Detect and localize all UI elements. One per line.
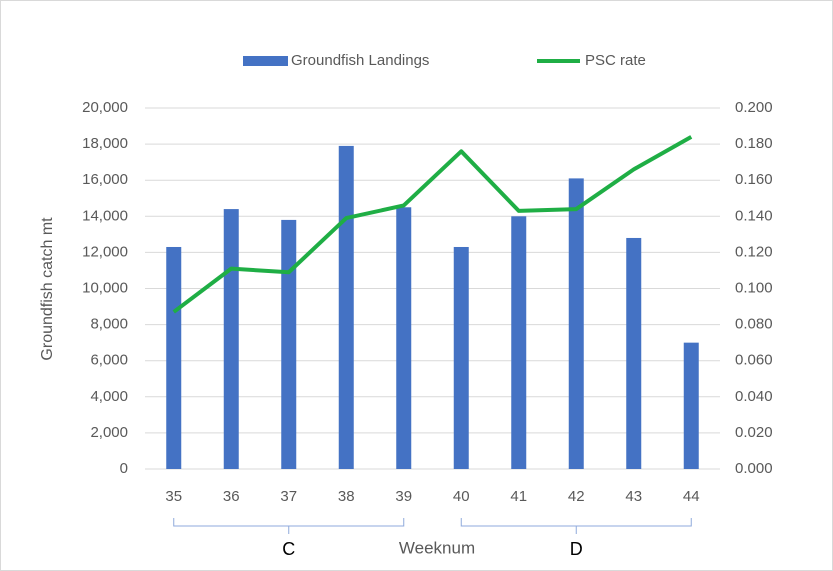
legend-swatch [243, 56, 288, 66]
y-tick-label: 8,000 [90, 316, 128, 333]
y-tick-label: 6,000 [90, 352, 128, 369]
y-tick-label: 4,000 [90, 388, 128, 405]
legend-label: PSC rate [585, 52, 646, 69]
y2-tick-label: 0.000 [735, 460, 773, 477]
y2-tick-label: 0.060 [735, 352, 773, 369]
x-tick-label: 36 [223, 488, 240, 505]
y2-tick-label: 0.080 [735, 316, 773, 333]
y2-tick-label: 0.040 [735, 388, 773, 405]
line [172, 135, 693, 314]
y-tick-label: 16,000 [82, 171, 128, 188]
bar [626, 237, 642, 469]
y2-tick-label: 0.020 [735, 424, 773, 441]
group-bracket [460, 518, 692, 534]
x-tick-label: 42 [568, 488, 585, 505]
bar [568, 178, 584, 469]
group-label: C [282, 539, 295, 559]
x-tick-label: 40 [453, 488, 470, 505]
x-tick-label: 43 [625, 488, 642, 505]
y2-tick-label: 0.140 [735, 207, 773, 224]
x-tick-label: 35 [165, 488, 182, 505]
bar [281, 219, 297, 469]
bar [683, 342, 699, 469]
y-tick-label: 0 [120, 460, 128, 477]
x-axis-title: Weeknum [399, 538, 475, 557]
group-bracket [173, 518, 405, 534]
bar [338, 145, 354, 469]
bar [453, 246, 469, 469]
y2-tick-label: 0.200 [735, 99, 773, 116]
y-tick-label: 14,000 [82, 207, 128, 224]
y-tick-label: 2,000 [90, 424, 128, 441]
bar [511, 216, 527, 469]
x-tick-label: 38 [338, 488, 355, 505]
y-tick-label: 18,000 [82, 135, 128, 152]
bar [166, 246, 182, 469]
y-axis-title: Groundfish catch mt [39, 217, 56, 361]
y2-tick-label: 0.100 [735, 279, 773, 296]
x-tick-label: 44 [683, 488, 700, 505]
x-tick-label: 41 [510, 488, 527, 505]
bar [396, 207, 412, 469]
y2-tick-label: 0.180 [735, 135, 773, 152]
y2-tick-label: 0.160 [735, 171, 773, 188]
y-tick-label: 12,000 [82, 243, 128, 260]
x-tick-label: 37 [280, 488, 297, 505]
y-tick-label: 20,000 [82, 99, 128, 116]
legend-label: Groundfish Landings [291, 52, 429, 69]
bar [223, 209, 239, 469]
x-tick-label: 39 [395, 488, 412, 505]
group-label: D [570, 539, 583, 559]
y-tick-label: 10,000 [82, 279, 128, 296]
y2-tick-label: 0.120 [735, 243, 773, 260]
